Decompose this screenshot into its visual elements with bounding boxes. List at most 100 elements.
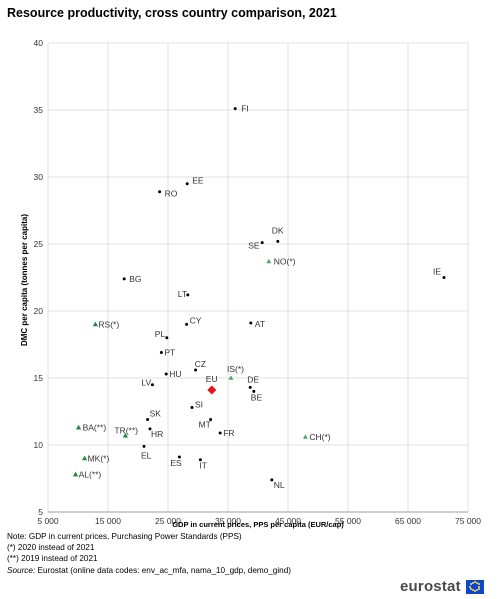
x-tick-label: 45 000 (275, 516, 301, 526)
data-point: ES (170, 455, 182, 468)
y-tick-label: 40 (34, 38, 44, 48)
data-marker-dot (260, 241, 264, 245)
data-label: NO(*) (274, 256, 296, 266)
y-tick-label: 10 (34, 440, 44, 450)
flag-star-icon (477, 583, 480, 586)
y-tick-label: 5 (38, 507, 43, 517)
data-marker-dot (148, 427, 152, 431)
data-marker-dot (185, 182, 189, 186)
data-point: RS(*) (92, 319, 119, 329)
data-marker-dot (122, 277, 126, 281)
data-label: RO (165, 189, 178, 199)
x-axis-label: GDP in current prices, PPS per capita (E… (172, 520, 344, 529)
data-marker-dot (252, 389, 256, 393)
data-marker-triangle (82, 455, 88, 461)
note-line: (*) 2020 instead of 2021 (7, 543, 95, 553)
data-point: DK (272, 225, 284, 243)
note-line: (**) 2019 instead of 2021 (7, 554, 98, 564)
data-point: PL (155, 329, 169, 340)
data-marker-dot (186, 293, 190, 297)
data-marker-triangle (228, 375, 234, 380)
data-point: AL(**) (73, 469, 101, 479)
data-label: PT (164, 348, 175, 358)
data-label: PL (155, 329, 166, 339)
data-label: BE (251, 392, 263, 402)
data-label: DE (247, 374, 259, 384)
data-label: ES (170, 458, 182, 468)
data-marker-dot (209, 418, 213, 422)
data-marker-dot (233, 107, 237, 111)
data-point: BA(**) (76, 423, 106, 433)
data-point: NO(*) (266, 256, 296, 266)
data-label: CH(*) (309, 432, 330, 442)
data-marker-dot (159, 351, 163, 355)
data-point: MT (199, 418, 213, 430)
data-label: DK (272, 225, 284, 235)
data-point: LT (178, 289, 190, 299)
data-label: FR (223, 428, 234, 438)
flag-star-icon (469, 587, 472, 590)
data-label: SI (195, 399, 203, 409)
data-label: BG (129, 274, 141, 284)
data-point: LV (141, 378, 154, 388)
data-point: HR (148, 427, 163, 439)
y-tick-label: 35 (34, 105, 44, 115)
x-tick-label: 5 000 (37, 516, 59, 526)
grid-lines (47, 42, 469, 513)
data-label: RS(*) (98, 319, 119, 329)
data-label: MK(*) (88, 453, 110, 463)
data-marker-dot (198, 458, 202, 462)
data-point: HU (164, 369, 181, 379)
data-point: AT (249, 319, 265, 329)
data-label: CZ (195, 359, 206, 369)
data-label: HR (151, 429, 163, 439)
flag-star-icon (477, 587, 480, 590)
data-label: CY (190, 315, 202, 325)
data-marker-dot (442, 276, 446, 279)
data-label: NL (274, 480, 285, 490)
data-marker-dot (146, 418, 150, 422)
x-tick-label: 65 000 (395, 516, 421, 526)
data-marker-dot (142, 444, 146, 448)
source-label: Source: (7, 565, 36, 575)
data-point: SK (146, 409, 161, 422)
flag-star-icon (478, 585, 481, 588)
data-marker-dot (248, 385, 252, 389)
data-point: FR (218, 428, 235, 438)
data-point: EE (185, 176, 204, 186)
data-label: IE (433, 267, 441, 277)
x-tick-label: 75 000 (455, 516, 481, 526)
source-text: Eurostat (online data codes: env_ac_mfa,… (35, 565, 292, 575)
data-marker-triangle (76, 424, 82, 430)
chart-notes: Note: GDP in current prices, Purchasing … (7, 531, 291, 576)
flag-star-icon (473, 590, 476, 592)
data-marker-dot (190, 405, 194, 409)
x-tick-label: 25 000 (155, 516, 181, 526)
data-label: AL(**) (79, 469, 102, 479)
data-marker-dot (194, 368, 198, 372)
y-tick-label: 15 (34, 373, 44, 383)
data-label: EL (141, 450, 152, 460)
flag-star-icon (471, 581, 474, 584)
data-marker-triangle (266, 258, 272, 264)
y-tick-label: 25 (34, 239, 44, 249)
data-marker-triangle (73, 471, 79, 477)
y-axis-label: DMC per capita (tonnes per capita) (20, 214, 29, 346)
data-marker-dot (276, 239, 280, 243)
data-label: FI (241, 104, 249, 114)
data-label: AT (255, 319, 265, 329)
data-point: SE (248, 241, 264, 251)
data-point: DE (247, 374, 259, 389)
data-marker-dot (270, 478, 274, 482)
data-point: IE (433, 267, 446, 279)
flag-star-icon (469, 583, 472, 586)
flag-star-icon (476, 589, 479, 592)
scatter-chart: 5 000 15 000 25 000 35 000 45 000 55 000 65 00… (20, 38, 481, 529)
data-marker-dot (165, 336, 169, 340)
data-label: SK (150, 409, 162, 419)
data-label: LV (141, 378, 151, 388)
data-label: HU (169, 369, 181, 379)
y-tick-label: 30 (34, 172, 44, 182)
data-point: CZ (194, 359, 206, 372)
x-axis-ticks: 5 000 15 000 25 000 35 000 45 000 55 000 65 00… (37, 516, 481, 526)
